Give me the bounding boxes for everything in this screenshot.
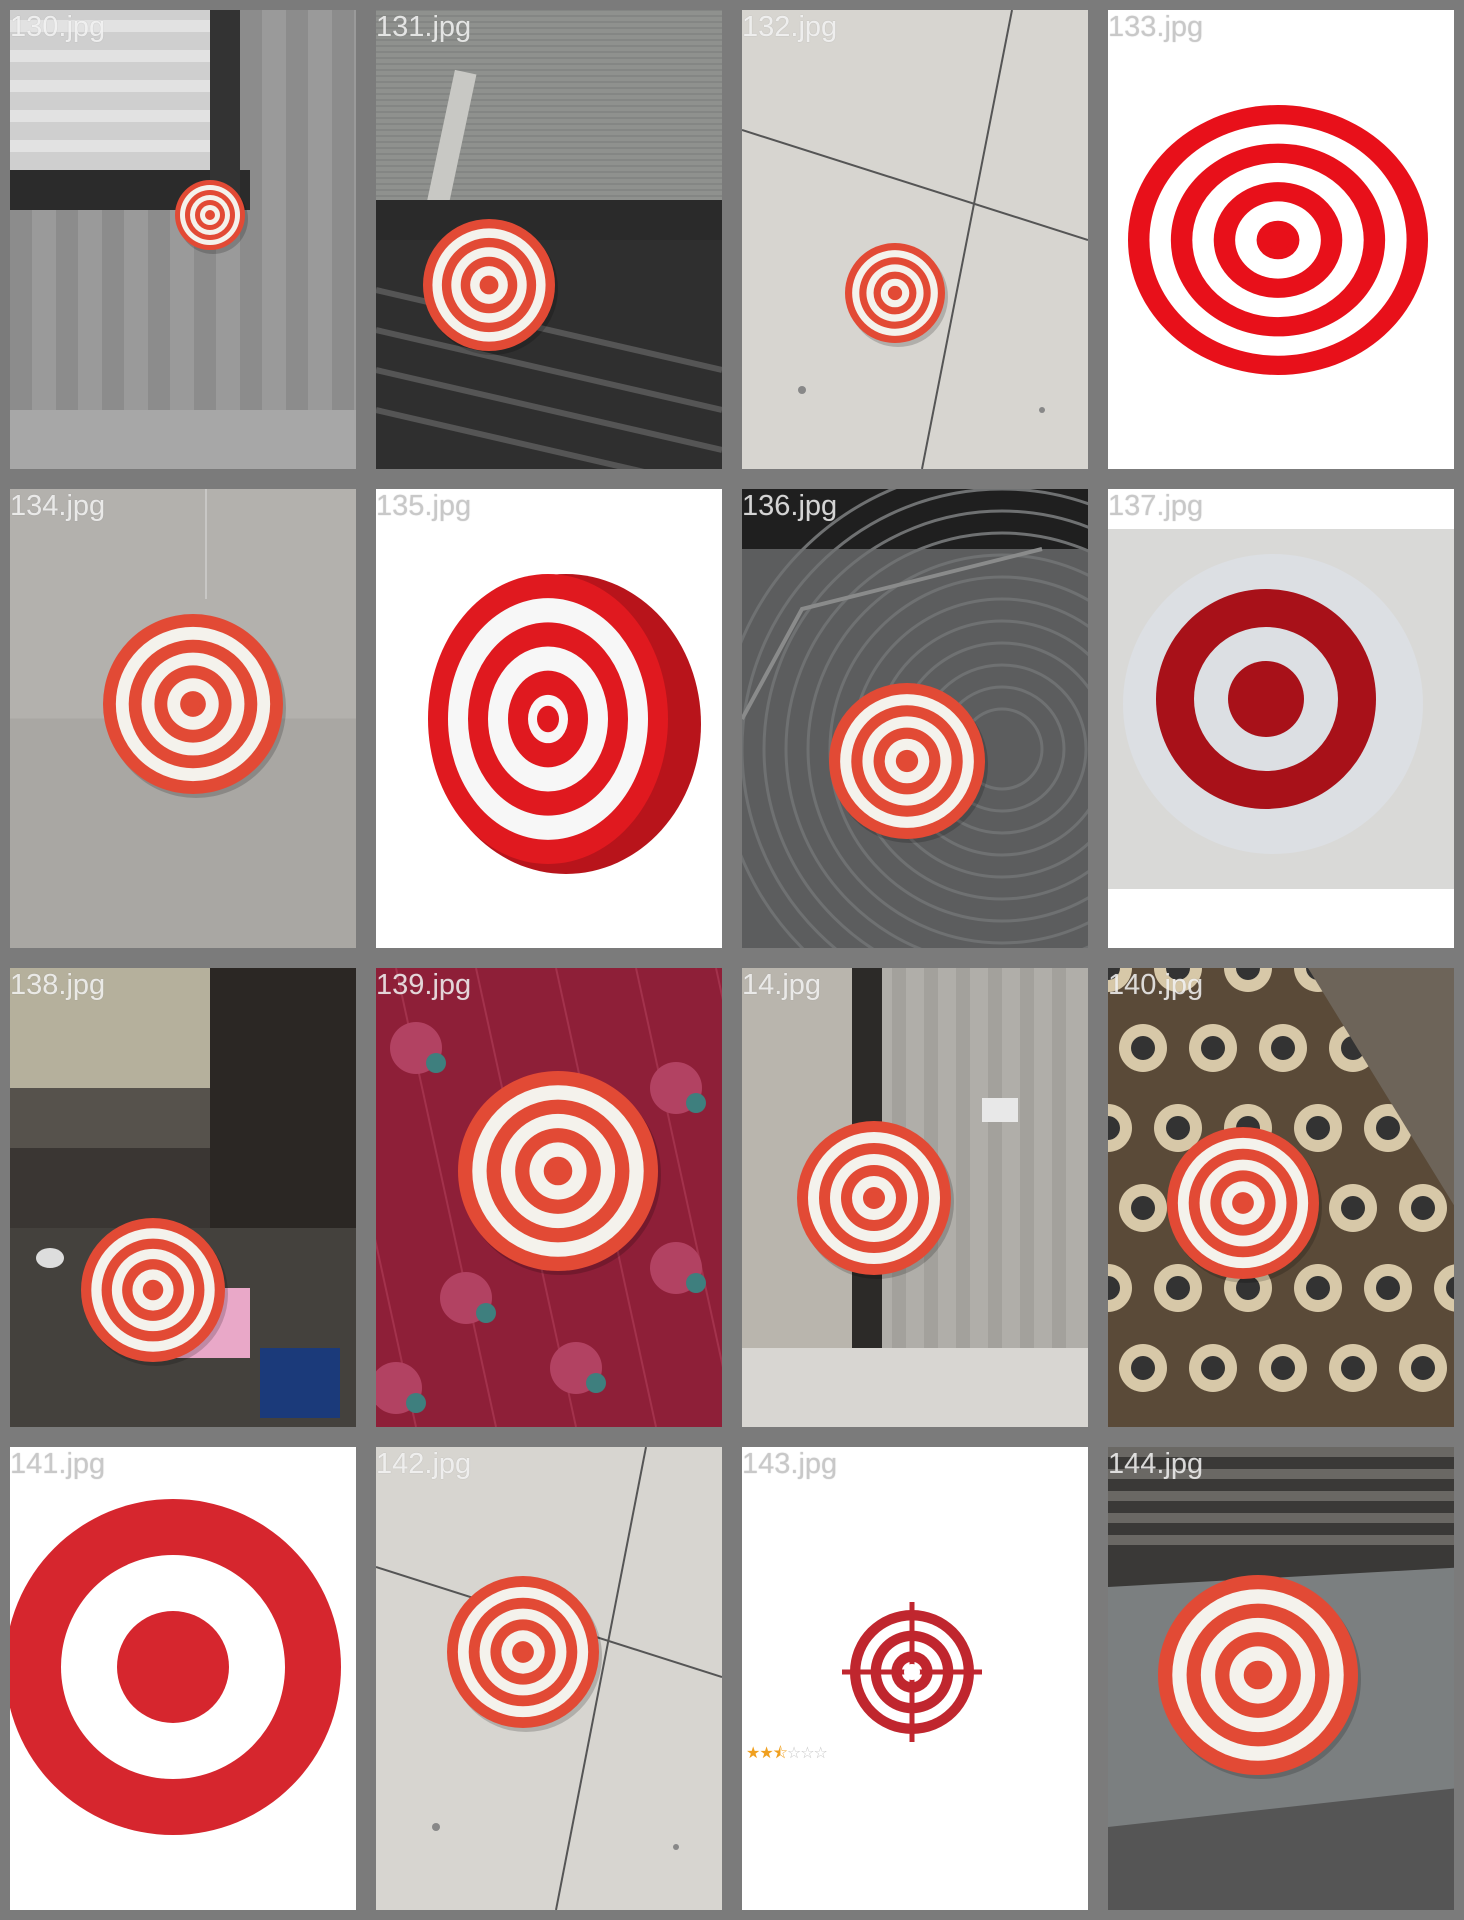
- target-object: [797, 1121, 954, 1279]
- thumbnail-filename: 140.jpg: [1108, 969, 1204, 1001]
- thumbnail-filename: 136.jpg: [742, 490, 838, 522]
- thumbnail-filename: 14.jpg: [742, 969, 822, 1001]
- thumbnail-filename: 143.jpg: [742, 1448, 838, 1480]
- target-object: [842, 1602, 982, 1742]
- thumbnail-filename: 134.jpg: [10, 490, 106, 522]
- target-object: [81, 1218, 228, 1366]
- thumbnail-image: [742, 968, 1088, 1427]
- gallery-thumbnail[interactable]: 139.jpg: [366, 958, 732, 1437]
- thumbnail-image: [10, 489, 356, 948]
- thumbnail-filename: 133.jpg: [1108, 11, 1204, 43]
- gallery-thumbnail[interactable]: 133.jpg: [1098, 0, 1464, 479]
- thumbnail-image: [1108, 1447, 1454, 1910]
- thumbnail-image: [376, 489, 722, 948]
- thumbnail-filename: 142.jpg: [376, 1448, 472, 1480]
- thumbnail-image: [10, 1447, 356, 1910]
- star-rating: ★★⯪☆☆☆: [746, 1742, 828, 1769]
- thumbnail-filename: 132.jpg: [742, 11, 838, 43]
- target-object: [1167, 1127, 1322, 1283]
- gallery-thumbnail[interactable]: 130.jpg: [0, 0, 366, 479]
- thumbnail-filename: 139.jpg: [376, 969, 472, 1001]
- thumbnail-image: [376, 10, 722, 469]
- thumbnail-image: [1108, 968, 1454, 1427]
- thumbnail-image: [10, 10, 356, 469]
- scene-background: [10, 10, 356, 469]
- gallery-thumbnail[interactable]: 138.jpg: [0, 958, 366, 1437]
- gallery-thumbnail[interactable]: 136.jpg: [732, 479, 1098, 958]
- thumbnail-filename: 144.jpg: [1108, 1448, 1204, 1480]
- thumbnail-filename: 130.jpg: [10, 11, 106, 43]
- gallery-thumbnail[interactable]: 140.jpg: [1098, 958, 1464, 1437]
- thumbnail-image: [742, 10, 1088, 469]
- scene-background: [742, 10, 1088, 469]
- target-object: [10, 1499, 341, 1835]
- thumbnail-filename: 135.jpg: [376, 490, 472, 522]
- thumbnail-image: [1108, 10, 1454, 469]
- target-object: [458, 1071, 661, 1275]
- target-object: [423, 219, 558, 355]
- target-object: [829, 683, 988, 843]
- target-object: [1128, 105, 1428, 375]
- target-object: [845, 243, 948, 347]
- scene-background: [376, 10, 722, 469]
- target-object: [1158, 1575, 1361, 1779]
- gallery-thumbnail[interactable]: 14.jpg: [732, 958, 1098, 1437]
- target-object: [175, 180, 248, 254]
- thumbnail-image: [376, 968, 722, 1427]
- gallery-thumbnail[interactable]: 132.jpg: [732, 0, 1098, 479]
- target-object: [103, 614, 286, 798]
- thumbnail-filename: 138.jpg: [10, 969, 106, 1001]
- gallery-thumbnail[interactable]: 134.jpg: [0, 479, 366, 958]
- star-rating-half: ⯪: [772, 1743, 788, 1762]
- thumbnail-filename: 131.jpg: [376, 11, 472, 43]
- target-object: [428, 574, 701, 874]
- thumbnail-image: [376, 1447, 722, 1910]
- thumbnail-image: [1108, 489, 1454, 948]
- thumbnail-image: [10, 968, 356, 1427]
- target-object: [447, 1576, 602, 1732]
- thumbnail-image: [742, 1447, 1088, 1910]
- thumbnail-image: [742, 489, 1088, 948]
- target-object: [1123, 554, 1423, 854]
- gallery-thumbnail[interactable]: 137.jpg: [1098, 479, 1464, 958]
- gallery-thumbnail[interactable]: 135.jpg: [366, 479, 732, 958]
- star-rating-filled: ★★: [746, 1743, 774, 1762]
- gallery-thumbnail[interactable]: 144.jpg: [1098, 1437, 1464, 1920]
- gallery-thumbnail[interactable]: 143.jpg ★★⯪☆☆☆: [732, 1437, 1098, 1920]
- scene-background: [10, 968, 356, 1427]
- thumbnail-filename: 137.jpg: [1108, 490, 1204, 522]
- gallery-thumbnail[interactable]: 142.jpg: [366, 1437, 732, 1920]
- thumbnail-filename: 141.jpg: [10, 1448, 106, 1480]
- star-rating-empty: ☆☆☆: [786, 1743, 828, 1762]
- gallery-thumbnail[interactable]: 141.jpg: [0, 1437, 366, 1920]
- gallery-thumbnail[interactable]: 131.jpg: [366, 0, 732, 479]
